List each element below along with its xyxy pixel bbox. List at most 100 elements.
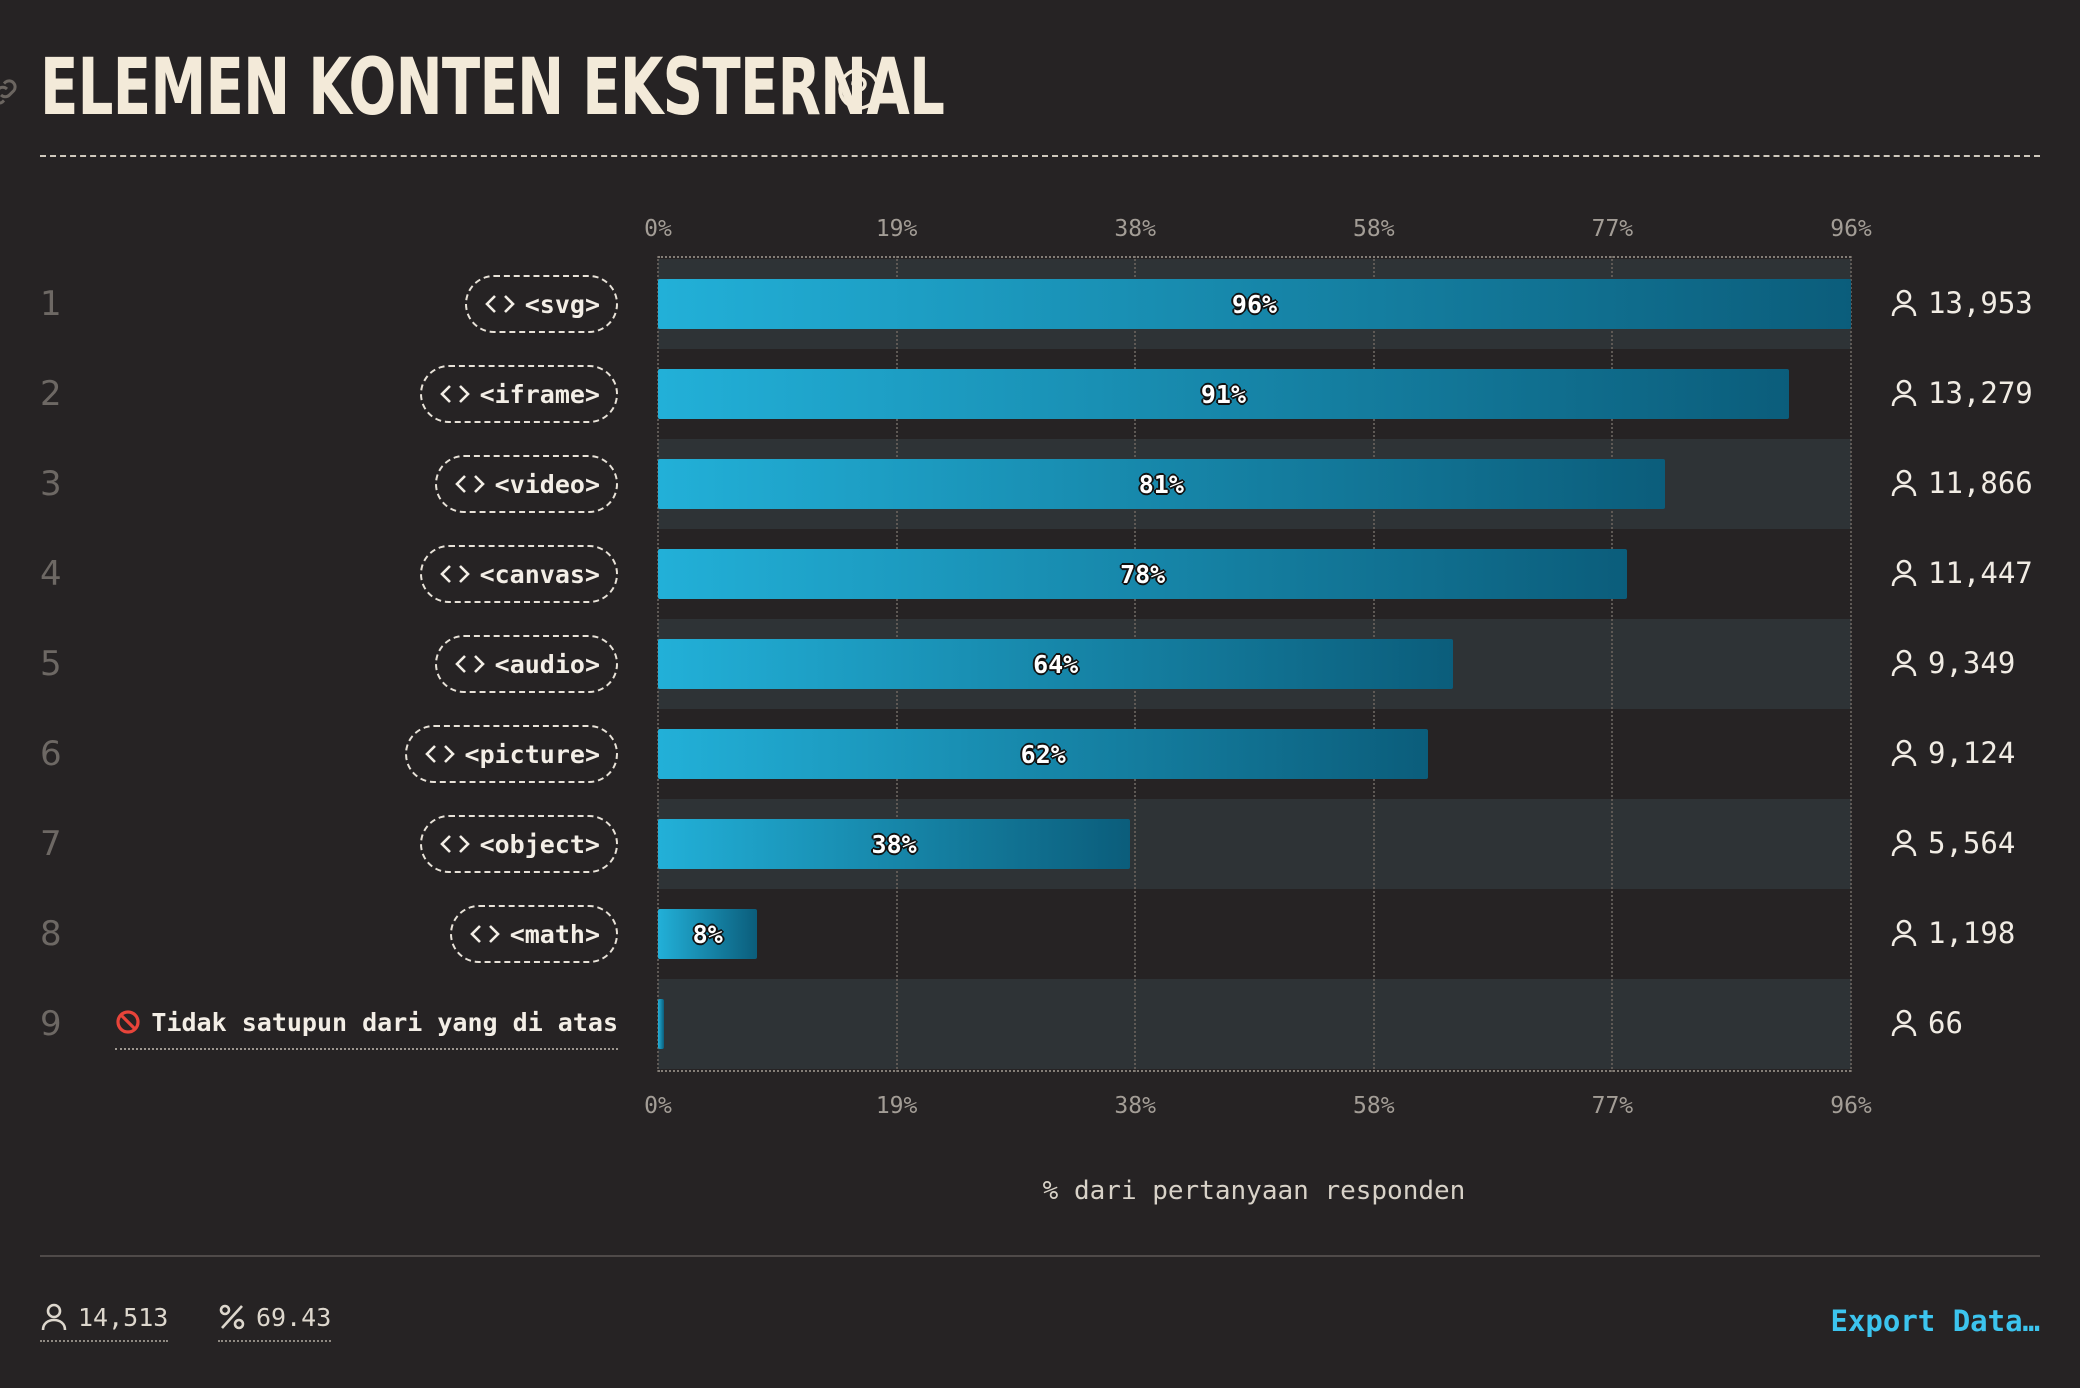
option-label: <canvas>	[479, 559, 600, 589]
prohibited-icon	[116, 1010, 141, 1034]
respondent-count-value: 9,349	[1928, 646, 2016, 680]
respondent-count-value: 5,564	[1928, 826, 2016, 860]
x-tick-label-bottom: 38%	[1114, 1093, 1156, 1119]
rank-number: 6	[40, 734, 62, 774]
respondent-count: 66	[1890, 1006, 1963, 1040]
option-label: <svg>	[524, 289, 600, 319]
code-icon	[439, 565, 470, 583]
code-icon	[439, 385, 470, 403]
link-icon[interactable]	[0, 74, 22, 110]
code-icon	[424, 745, 455, 763]
bar-value-label: 64%	[1033, 649, 1079, 679]
bar-value-label: 81%	[1138, 469, 1184, 499]
row-background	[658, 979, 1851, 1069]
person-icon	[1891, 289, 1917, 317]
respondents-stat[interactable]: 14,513	[40, 1302, 169, 1342]
person-icon	[1891, 739, 1917, 767]
person-icon	[1891, 649, 1917, 677]
respondent-count: 11,866	[1890, 466, 2033, 500]
bar[interactable]: 78%	[658, 549, 1628, 599]
option-label: Tidak satupun dari yang di atas	[151, 1007, 618, 1037]
code-icon	[484, 295, 515, 313]
rank-number: 3	[40, 464, 62, 504]
x-tick-label-top: 38%	[1114, 216, 1156, 242]
x-tick-label-bottom: 0%	[644, 1093, 672, 1119]
respondent-count: 9,349	[1890, 646, 2015, 680]
person-icon	[1891, 469, 1917, 497]
percentage-value: 69.43	[256, 1302, 332, 1332]
respondent-count-value: 1,198	[1928, 916, 2016, 950]
person-icon	[1891, 379, 1917, 407]
bar[interactable]: 91%	[658, 369, 1789, 419]
bar[interactable]	[658, 999, 664, 1049]
bar[interactable]: 8%	[658, 909, 758, 959]
person-icon	[1891, 829, 1917, 857]
respondent-count: 13,279	[1890, 376, 2033, 410]
footer-divider	[40, 1255, 2040, 1257]
person-icon	[41, 1303, 67, 1331]
bar-value-label: 78%	[1120, 559, 1166, 589]
option-label: <audio>	[494, 649, 600, 679]
respondent-count-value: 66	[1928, 1006, 1963, 1040]
axis-bottom-line	[658, 1070, 1851, 1072]
chart-title: ELEMEN KONTEN EKSTERNAL	[40, 43, 945, 133]
rank-number: 7	[40, 824, 62, 864]
x-tick-label-bottom: 96%	[1830, 1093, 1872, 1119]
bar-value-label: 38%	[871, 829, 917, 859]
option-label-none[interactable]: Tidak satupun dari yang di atas	[115, 996, 618, 1050]
x-axis-title: % dari pertanyaan responden	[1042, 1176, 1466, 1206]
rank-number: 1	[40, 284, 62, 324]
code-icon	[469, 925, 500, 943]
person-icon	[1891, 1009, 1917, 1037]
bar-value-label: 8%	[692, 919, 723, 949]
bar[interactable]: 62%	[658, 729, 1429, 779]
rank-number: 5	[40, 644, 62, 684]
option-label-pill[interactable]: <audio>	[434, 635, 618, 693]
option-label-pill[interactable]: <math>	[449, 905, 618, 963]
option-label: <iframe>	[479, 379, 600, 409]
code-icon	[439, 835, 470, 853]
person-icon	[1891, 919, 1917, 947]
x-tick-label-top: 58%	[1353, 216, 1395, 242]
respondent-count-value: 11,447	[1928, 556, 2033, 590]
export-data-button[interactable]: Export Data…	[1830, 1304, 2040, 1338]
gridline	[1850, 256, 1852, 1072]
x-tick-label-bottom: 58%	[1353, 1093, 1395, 1119]
bar[interactable]: 38%	[658, 819, 1131, 869]
option-label: <video>	[494, 469, 600, 499]
gridline	[1611, 256, 1614, 1072]
help-icon[interactable]	[836, 66, 882, 112]
rank-number: 4	[40, 554, 62, 594]
rank-number: 2	[40, 374, 62, 414]
option-label: <math>	[509, 919, 600, 949]
respondent-count: 9,124	[1890, 736, 2015, 770]
respondent-count: 13,953	[1890, 286, 2033, 320]
bar[interactable]: 96%	[658, 279, 1851, 329]
code-icon	[454, 475, 485, 493]
bar[interactable]: 64%	[658, 639, 1454, 689]
respondents-count: 14,513	[78, 1302, 169, 1332]
bar[interactable]: 81%	[658, 459, 1665, 509]
x-tick-label-bottom: 77%	[1591, 1093, 1634, 1119]
respondent-count: 11,447	[1890, 556, 2033, 590]
respondent-count-value: 13,953	[1928, 286, 2033, 320]
option-label-pill[interactable]: <iframe>	[419, 365, 618, 423]
axis-top-line	[658, 256, 1851, 258]
option-label-pill[interactable]: <object>	[419, 815, 618, 873]
option-label-pill[interactable]: <picture>	[404, 725, 618, 783]
respondent-count-value: 13,279	[1928, 376, 2033, 410]
bar-value-label: 91%	[1200, 379, 1246, 409]
bar-value-label: 62%	[1020, 739, 1066, 769]
x-tick-label-top: 77%	[1591, 216, 1634, 242]
option-label-pill[interactable]: <canvas>	[419, 545, 618, 603]
respondent-count-value: 9,124	[1928, 736, 2016, 770]
option-label: <object>	[479, 829, 600, 859]
option-label: <picture>	[464, 739, 600, 769]
percentage-stat[interactable]: 69.43	[218, 1302, 332, 1342]
x-tick-label-top: 0%	[644, 216, 672, 242]
rank-number: 8	[40, 914, 62, 954]
option-label-pill[interactable]: <svg>	[464, 275, 618, 333]
x-tick-label-bottom: 19%	[875, 1093, 918, 1119]
option-label-pill[interactable]: <video>	[434, 455, 618, 513]
respondent-count-value: 11,866	[1928, 466, 2033, 500]
